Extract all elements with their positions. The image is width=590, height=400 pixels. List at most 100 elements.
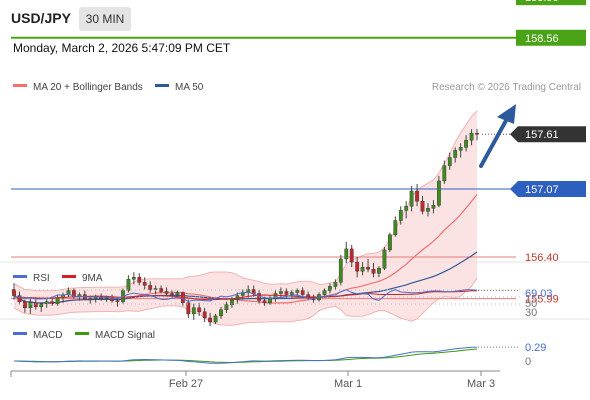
macd-legend-swatch (13, 332, 27, 335)
candle-up (338, 258, 343, 283)
pivot-label: 157.07 (525, 184, 559, 196)
candle-down (415, 190, 419, 202)
ma50-legend-swatch (155, 84, 169, 87)
macd-last-value: 0.29 (525, 342, 546, 354)
support-label: 156.40 (525, 252, 559, 264)
resistance-label: 158.96 (525, 0, 559, 4)
datetime-label: Monday, March 2, 2026 5:47:09 PM CET (13, 41, 231, 55)
candle-up (88, 298, 93, 300)
rsi-tick-label: 50 (525, 298, 537, 310)
candle-up (224, 304, 229, 311)
candle-up (191, 307, 196, 315)
timeframe-button[interactable]: 30 MIN (79, 7, 131, 31)
last-price-label: 157.61 (525, 129, 559, 141)
candle-down (208, 317, 212, 323)
rsi-tick-label: 30 (525, 307, 537, 319)
candle-down (115, 300, 120, 302)
credit-label: Research © 2026 Trading Central (432, 82, 581, 93)
candle-up (388, 234, 392, 251)
x-axis: Feb 27 Mar 1 Mar 3 (10, 370, 500, 390)
candle-up (431, 204, 436, 209)
candle-down (420, 200, 425, 212)
candle-down (186, 302, 191, 315)
rsi-line (13, 289, 478, 302)
candle-down (197, 307, 202, 313)
candle-up (333, 282, 338, 287)
bollinger-lower-line (13, 277, 478, 326)
candle-up (268, 298, 272, 303)
candle-down (164, 291, 169, 294)
symbol-title: USD/JPY (11, 10, 71, 26)
candle-up (344, 248, 349, 260)
candle-down (202, 311, 207, 319)
candle-up (382, 249, 387, 269)
ma20-legend-label: MA 20 + Bollinger Bands (33, 82, 143, 93)
candle-down (284, 291, 289, 295)
chart-header: USD/JPY 30 MIN Monday, March 2, 2026 5:4… (0, 0, 590, 70)
candle-up (55, 297, 60, 304)
candle-up (328, 286, 332, 291)
resistance-label: 158.56 (525, 33, 559, 45)
candle-down (306, 294, 311, 297)
candle-up (437, 180, 441, 206)
candle-down (475, 132, 479, 135)
candle-up (377, 268, 381, 274)
candle-down (142, 282, 147, 286)
candle-down (262, 300, 267, 303)
macd-legend-label: MACD (33, 330, 62, 341)
candle-down (170, 293, 174, 295)
candle-down (355, 261, 360, 272)
x-axis-tick-label: Mar 1 (334, 378, 362, 390)
macd-signal-legend-swatch (75, 332, 89, 335)
candle-up (393, 220, 398, 235)
candle-up (409, 190, 414, 207)
level-labels: 158.96 158.56 157.61 157.07 156.40 155.99 (510, 0, 586, 306)
candle-up (175, 292, 180, 295)
forecast-arrow-head (497, 104, 516, 124)
candle-up (44, 301, 49, 304)
macd-panel: 0.29 0 (13, 342, 546, 368)
candle-up (273, 293, 278, 299)
rsi-ma-legend-label: 9MA (82, 273, 103, 284)
rsi-legend-swatch (13, 275, 27, 278)
candle-down (148, 285, 153, 290)
candle-up (295, 290, 300, 293)
last-price-box (510, 126, 586, 143)
rsi-legend-label: RSI (33, 273, 50, 284)
candle-up (131, 277, 136, 280)
candle-up (442, 165, 447, 182)
candle-up (469, 132, 474, 141)
resistance-label-box (516, 29, 586, 46)
x-axis-tick-label: Mar 3 (467, 378, 495, 390)
candle-down (17, 295, 22, 302)
candle-up (39, 303, 44, 307)
candle-down (300, 290, 305, 295)
rsi-ma-legend-swatch (62, 275, 76, 278)
macd-signal-legend-label: MACD Signal (95, 330, 155, 341)
candle-up (229, 299, 234, 305)
forecast-arrow-shaft (479, 115, 510, 168)
ma20-legend-swatch (13, 84, 27, 87)
candle-down (349, 248, 354, 263)
resistance-label-box (516, 0, 586, 6)
candle-down (371, 269, 376, 274)
candle-up (153, 288, 158, 290)
candle-up (289, 292, 294, 295)
candle-up (453, 150, 458, 158)
candle-up (447, 157, 452, 166)
candle-up (360, 267, 365, 272)
candle-up (279, 291, 283, 294)
candle-up (458, 147, 463, 151)
candle-down (110, 297, 115, 301)
pivot-label-box (510, 181, 586, 197)
candle-up (28, 302, 33, 309)
rsi-last-value: 69.03 (525, 288, 553, 300)
macd-line (13, 346, 478, 364)
support-label: 155.99 (525, 294, 559, 306)
rsi-legend: RSI 9MA (13, 273, 103, 284)
forecast-arrow (479, 104, 516, 168)
candle-down (50, 301, 55, 304)
main-legend: MA 20 + Bollinger Bands MA 50 Research ©… (13, 82, 581, 93)
